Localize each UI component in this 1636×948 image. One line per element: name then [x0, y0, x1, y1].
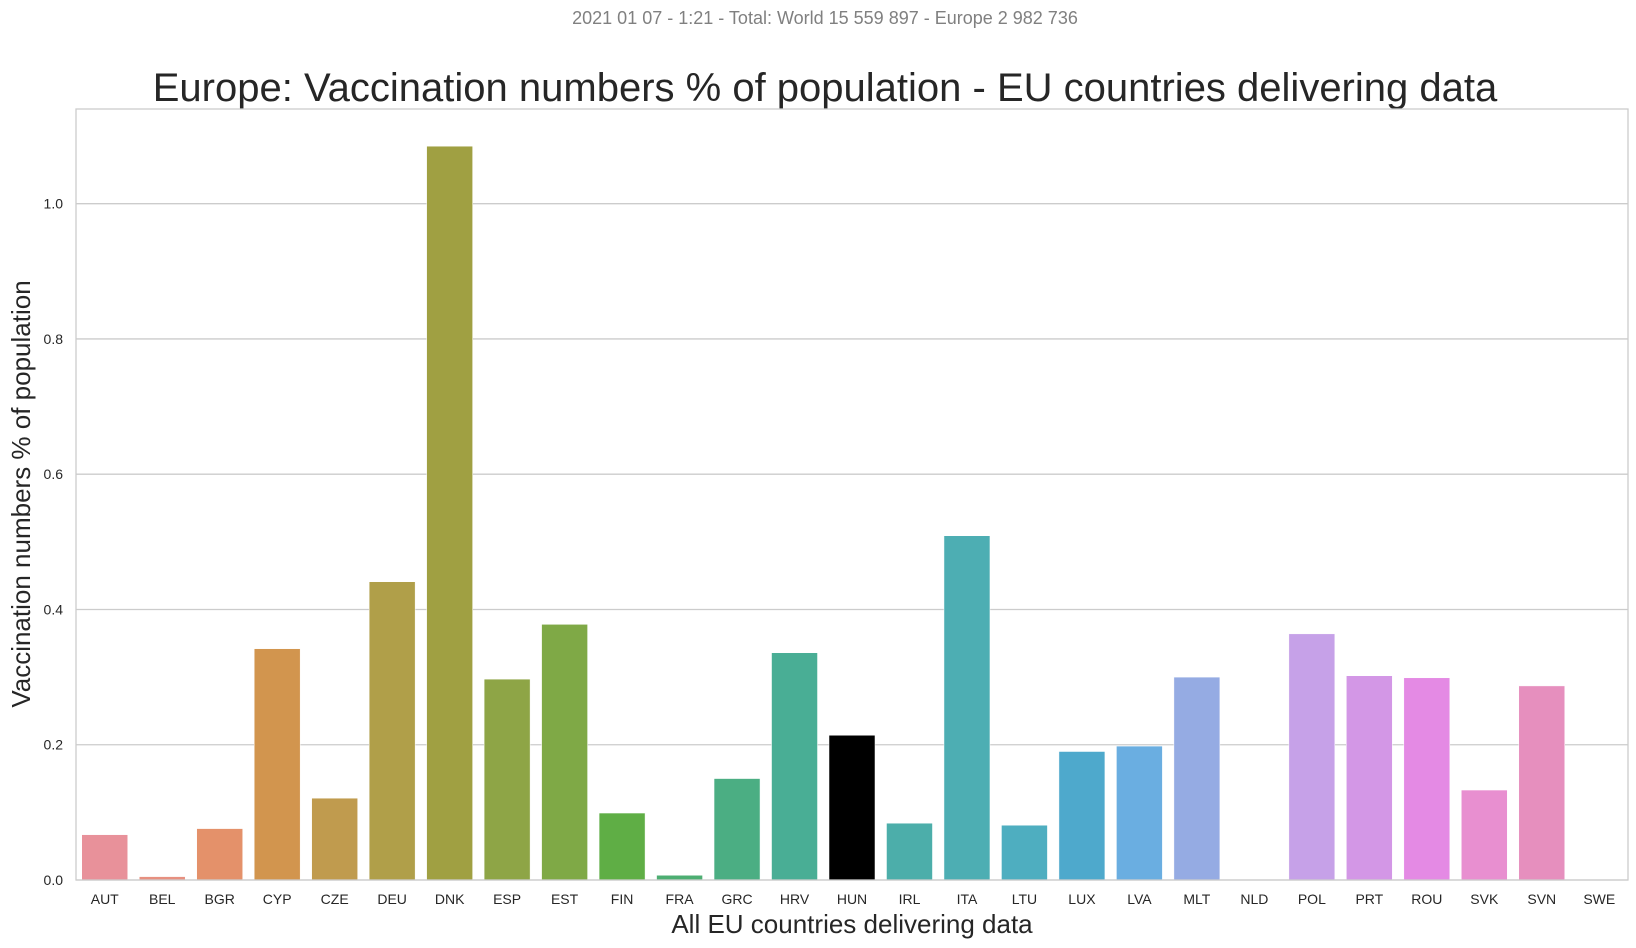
bar-irl	[886, 822, 933, 881]
bar-rou	[1403, 677, 1451, 881]
x-tick-label: SVN	[1527, 891, 1556, 907]
bar-hrv	[771, 652, 818, 881]
x-tick-label: ESP	[493, 891, 521, 907]
bar-fin	[598, 812, 646, 881]
x-tick-label: POL	[1298, 891, 1326, 907]
y-tick-label: 0.4	[44, 601, 64, 617]
bar-prt	[1346, 675, 1393, 881]
x-tick-label: PRT	[1355, 891, 1383, 907]
bar-svn	[1518, 685, 1566, 881]
bar-cze	[311, 797, 358, 881]
bar-aut	[81, 834, 128, 881]
bar-cyp	[253, 648, 301, 881]
x-tick-label: HRV	[780, 891, 810, 907]
x-tick-label: IRL	[899, 891, 921, 907]
x-tick-label: AUT	[91, 891, 119, 907]
bar-deu	[368, 581, 416, 881]
bar-dnk	[426, 145, 473, 881]
x-tick-label: CYP	[263, 891, 292, 907]
bar-est	[541, 624, 588, 881]
x-tick-label: FIN	[611, 891, 634, 907]
x-tick-label: DNK	[435, 891, 465, 907]
x-tick-label: BGR	[205, 891, 235, 907]
chart-subtitle: 2021 01 07 - 1:21 - Total: World 15 559 …	[572, 8, 1078, 28]
bar-svk	[1461, 789, 1508, 881]
x-tick-label: MLT	[1183, 891, 1210, 907]
y-axis-label: Vaccination numbers % of population	[6, 280, 36, 707]
x-tick-label: LVA	[1127, 891, 1152, 907]
bar-fra	[656, 875, 703, 881]
y-tick-label: 0.8	[44, 331, 64, 347]
bar-hun	[828, 735, 876, 881]
x-tick-label: CZE	[321, 891, 349, 907]
bar-ltu	[1001, 824, 1048, 881]
chart-title: Europe: Vaccination numbers % of populat…	[153, 66, 1498, 110]
y-tick-label: 0.6	[44, 466, 64, 482]
x-tick-label: BEL	[149, 891, 176, 907]
bar-lux	[1058, 751, 1106, 881]
bar-esp	[483, 678, 531, 881]
bar-bgr	[196, 828, 243, 881]
x-tick-label: ROU	[1411, 891, 1442, 907]
x-tick-label: LUX	[1068, 891, 1096, 907]
x-tick-label: NLD	[1240, 891, 1268, 907]
bar-ita	[943, 535, 991, 881]
bar-pol	[1288, 633, 1336, 881]
bars	[81, 145, 1566, 881]
x-tick-label: LTU	[1012, 891, 1037, 907]
x-tick-label: EST	[551, 891, 579, 907]
plot-frame	[75, 108, 1629, 881]
x-tick-label: HUN	[837, 891, 867, 907]
x-tick-label: FRA	[666, 891, 695, 907]
x-tick-labels: AUT BEL BGR CYP CZE DEU DNK ESP EST FIN FRA GRC HRV H…	[91, 891, 1615, 907]
x-axis-label: All EU countries delivering data	[671, 909, 1033, 939]
y-tick-label: 1.0	[44, 196, 64, 212]
x-tick-label: ITA	[957, 891, 978, 907]
x-tick-label: DEU	[377, 891, 407, 907]
x-tick-label: SVK	[1470, 891, 1499, 907]
x-tick-label: SWE	[1583, 891, 1615, 907]
x-tick-label: GRC	[721, 891, 752, 907]
bar-lva	[1116, 745, 1163, 881]
y-tick-label: 0.2	[44, 737, 64, 753]
bar-grc	[713, 778, 761, 881]
y-tick-label: 0.0	[44, 872, 64, 888]
bar-mlt	[1173, 676, 1221, 881]
y-tick-labels: 0.0 0.2 0.4 0.6 0.8 1.0	[44, 196, 64, 888]
